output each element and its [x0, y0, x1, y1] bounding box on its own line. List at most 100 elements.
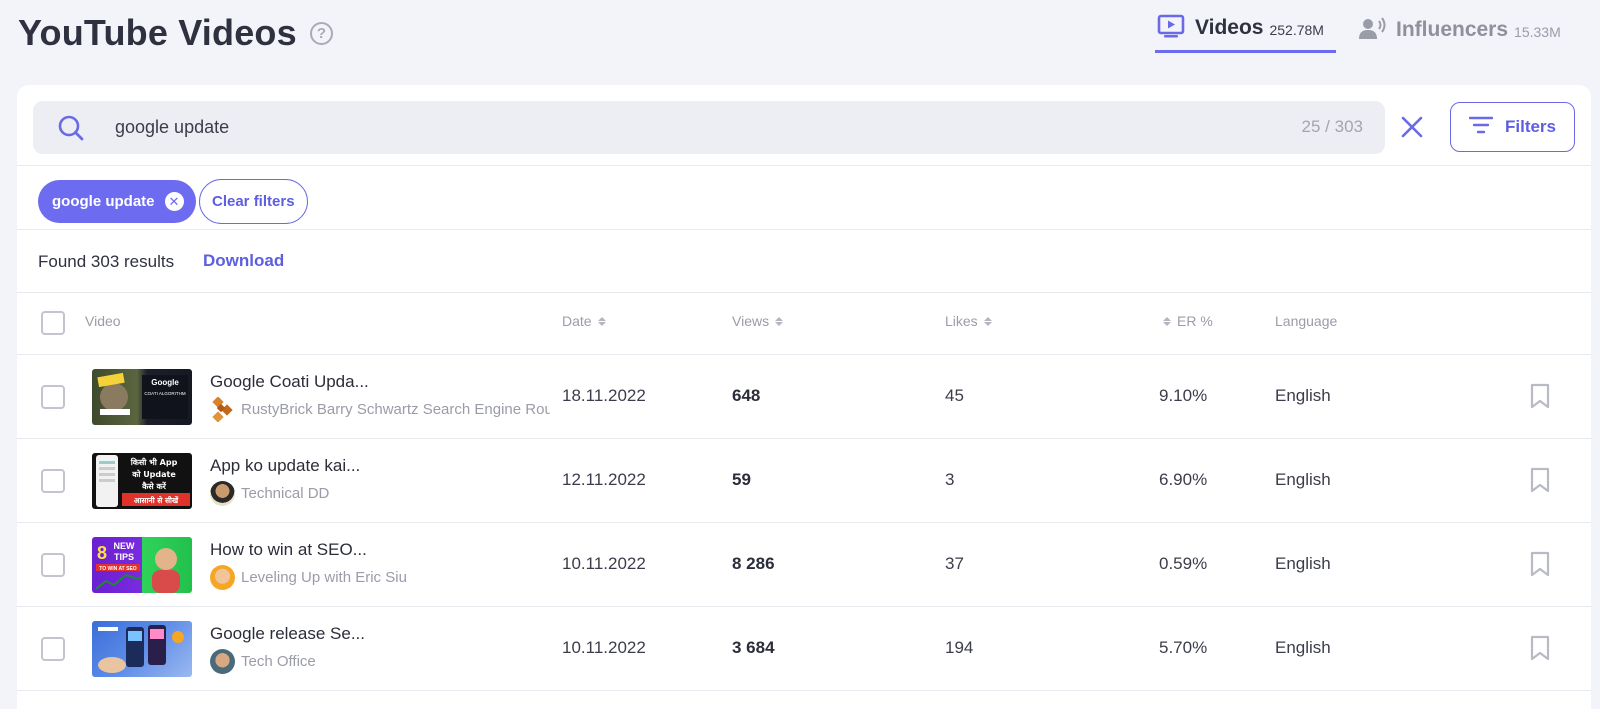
column-header-video: Video: [85, 313, 121, 329]
language-cell: English: [1275, 554, 1331, 573]
tab-videos-count: 252.78M: [1269, 22, 1324, 38]
channel-avatar: [210, 649, 235, 674]
bookmark-icon[interactable]: [1530, 467, 1550, 498]
channel[interactable]: RustyBrick Barry Schwartz Search Engine …: [210, 397, 550, 422]
likes-cell: 194: [945, 638, 974, 657]
divider: [17, 606, 1591, 607]
table-row[interactable]: किसी भी App को Update कैसे करें आसानी से…: [17, 439, 1591, 523]
tab-videos-label: Videos: [1195, 16, 1264, 39]
date-cell: 12.11.2022: [562, 470, 646, 489]
divider: [17, 229, 1591, 230]
thumbnail-text: COATI ALGORITHM: [144, 391, 185, 396]
row-checkbox[interactable]: [41, 469, 65, 493]
row-checkbox[interactable]: [41, 637, 65, 661]
date-cell: 18.11.2022: [562, 386, 646, 405]
video-title[interactable]: App ko update kai...: [210, 456, 361, 475]
language-cell: English: [1275, 638, 1331, 657]
download-link[interactable]: Download: [203, 251, 285, 270]
channel-name: Technical DD: [241, 485, 330, 502]
page-title: YouTube Videos: [18, 12, 297, 53]
column-header-views[interactable]: Views: [732, 313, 784, 329]
tab-influencers-label: Influencers: [1396, 18, 1509, 41]
filter-chip[interactable]: google update ✕: [38, 180, 196, 223]
search-input[interactable]: [115, 113, 1215, 141]
language-cell: English: [1275, 470, 1331, 489]
video-thumbnail[interactable]: [92, 621, 192, 677]
sort-icon: [597, 316, 606, 326]
tab-influencers-count: 15.33M: [1514, 24, 1561, 40]
language-cell: English: [1275, 386, 1331, 405]
sort-icon: [1163, 316, 1171, 326]
divider: [17, 522, 1591, 523]
er-cell: 5.70%: [1159, 638, 1208, 657]
thumbnail-text: 8: [97, 543, 107, 563]
likes-cell: 37: [945, 554, 964, 573]
views-cell: 8 286: [732, 554, 775, 573]
video-thumbnail[interactable]: 8 NEW TIPS TO WIN AT SEO: [92, 537, 192, 593]
table-row[interactable]: Google COATI ALGORITHM Google Coati Upda…: [17, 355, 1591, 439]
tab-influencers[interactable]: Influencers 15.33M: [1358, 8, 1561, 52]
thumbnail-text: कैसे करें: [141, 481, 167, 491]
er-cell: 0.59%: [1159, 554, 1208, 573]
results-panel: 25 / 303 Filters google update ✕ Clear f…: [17, 85, 1591, 709]
bookmark-icon[interactable]: [1530, 551, 1550, 582]
channel-name: RustyBrick Barry Schwartz Search Engine …: [241, 401, 550, 418]
divider: [17, 292, 1591, 293]
clear-search-icon[interactable]: [1400, 115, 1424, 139]
help-icon[interactable]: ?: [310, 22, 333, 45]
views-cell: 59: [732, 470, 751, 489]
video-thumbnail[interactable]: किसी भी App को Update कैसे करें आसानी से…: [92, 453, 192, 509]
filters-button[interactable]: Filters: [1450, 102, 1575, 152]
remove-filter-icon[interactable]: ✕: [164, 192, 184, 211]
divider: [17, 438, 1591, 439]
column-header-er[interactable]: ER %: [1163, 313, 1213, 329]
date-cell: 10.11.2022: [562, 554, 646, 573]
bookmark-icon[interactable]: [1530, 383, 1550, 414]
thumbnail-text: को Update: [131, 469, 176, 479]
video-title[interactable]: How to win at SEO...: [210, 540, 367, 559]
sort-icon: [983, 316, 992, 326]
er-cell: 6.90%: [1159, 470, 1208, 489]
video-thumbnail[interactable]: Google COATI ALGORITHM: [92, 369, 192, 425]
row-checkbox[interactable]: [41, 553, 65, 577]
likes-cell: 3: [945, 470, 955, 489]
er-cell: 9.10%: [1159, 386, 1208, 405]
views-cell: 648: [732, 386, 761, 405]
clear-filters-button[interactable]: Clear filters: [199, 179, 308, 224]
channel-avatar: [210, 565, 235, 590]
influencer-speaker-icon: [1358, 16, 1386, 45]
video-title[interactable]: Google Coati Upda...: [210, 372, 369, 391]
filters-button-label: Filters: [1504, 117, 1557, 136]
results-count: Found 303 results: [38, 252, 175, 271]
column-header-likes[interactable]: Likes: [945, 313, 992, 329]
search-result-count: 25 / 303: [1301, 117, 1363, 136]
divider: [17, 690, 1591, 691]
select-all-checkbox[interactable]: [41, 311, 65, 335]
bookmark-icon[interactable]: [1530, 635, 1550, 666]
channel[interactable]: Tech Office: [210, 649, 550, 674]
channel[interactable]: Leveling Up with Eric Siu: [210, 565, 550, 590]
filter-lines-icon: [1468, 116, 1494, 139]
table-row[interactable]: Google release Se... Tech Office 10.11.2…: [17, 607, 1591, 691]
column-header-date[interactable]: Date: [562, 313, 606, 329]
divider: [17, 354, 1591, 355]
likes-cell: 45: [945, 386, 964, 405]
channel-avatar: [210, 397, 235, 422]
row-checkbox[interactable]: [41, 385, 65, 409]
channel[interactable]: Technical DD: [210, 481, 550, 506]
channel-name: Leveling Up with Eric Siu: [241, 569, 407, 586]
column-header-language: Language: [1275, 313, 1338, 329]
sort-icon: [775, 316, 784, 326]
table-row[interactable]: 8 NEW TIPS TO WIN AT SEO How to win at S…: [17, 523, 1591, 607]
video-title[interactable]: Google release Se...: [210, 624, 365, 643]
thumbnail-text: किसी भी App: [130, 457, 178, 467]
video-play-icon: [1157, 14, 1185, 43]
divider: [17, 165, 1591, 166]
date-cell: 10.11.2022: [562, 638, 646, 657]
views-cell: 3 684: [732, 638, 775, 657]
search-icon: [57, 114, 85, 147]
thumbnail-text: Google: [151, 378, 179, 387]
search-bar: 25 / 303: [33, 101, 1385, 154]
tab-videos[interactable]: Videos 252.78M: [1155, 6, 1336, 53]
thumbnail-text: TO WIN AT SEO: [99, 566, 137, 572]
